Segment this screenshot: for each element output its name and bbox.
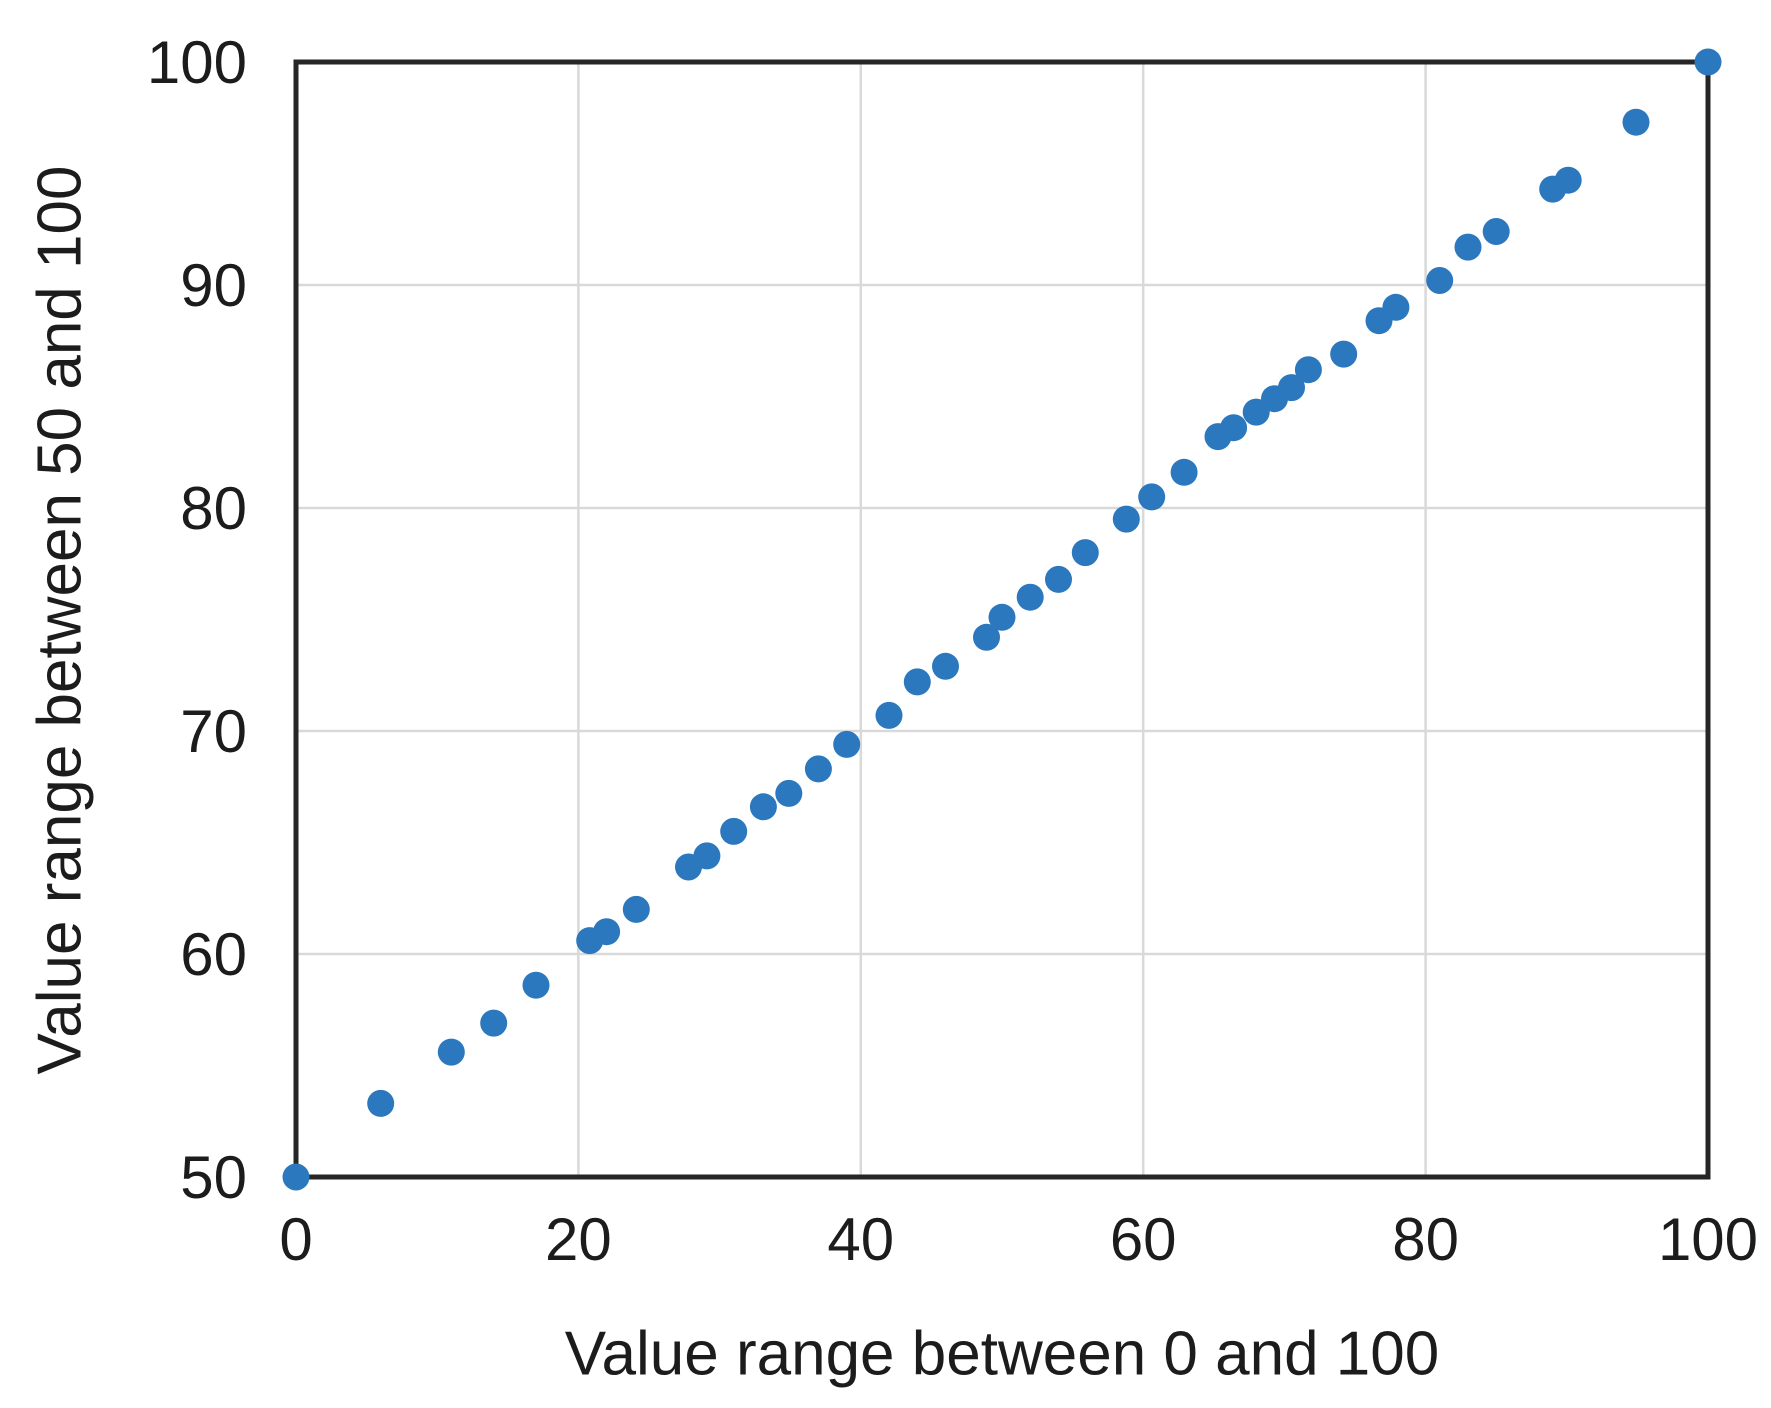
data-point xyxy=(988,603,1016,631)
tick-label-x-20: 20 xyxy=(545,1206,612,1273)
data-point xyxy=(720,817,748,845)
tick-label-x-0: 0 xyxy=(279,1206,312,1273)
data-point xyxy=(1294,356,1322,384)
tick-label-y-70: 70 xyxy=(180,698,247,765)
data-point xyxy=(1482,218,1510,245)
data-point xyxy=(1220,414,1248,442)
data-point xyxy=(593,918,621,946)
data-point xyxy=(1622,108,1650,136)
data-point xyxy=(1045,565,1072,593)
tick-label-y-80: 80 xyxy=(180,475,247,542)
data-point xyxy=(1554,166,1582,194)
data-point xyxy=(622,895,650,923)
tick-label-x-100: 100 xyxy=(1658,1206,1758,1273)
tick-label-y-60: 60 xyxy=(180,921,247,988)
x-axis-title: Value range between 0 and 100 xyxy=(564,1319,1440,1389)
data-point xyxy=(1330,340,1358,368)
tick-label-x-60: 60 xyxy=(1110,1206,1177,1273)
data-point xyxy=(522,971,550,999)
data-point xyxy=(1694,48,1722,76)
data-point xyxy=(1112,505,1140,533)
data-point xyxy=(282,1163,310,1191)
tick-label-y-50: 50 xyxy=(180,1144,247,1211)
data-point xyxy=(480,1009,508,1037)
tick-label-y-90: 90 xyxy=(180,252,247,319)
y-axis-title: Value range between 50 and 100 xyxy=(25,165,95,1075)
data-point xyxy=(693,842,721,870)
axis-box xyxy=(293,59,1711,1180)
data-point xyxy=(1454,233,1482,261)
data-point xyxy=(775,779,803,807)
data-point xyxy=(1138,483,1166,511)
tick-label-y-100: 100 xyxy=(147,29,247,96)
data-point xyxy=(875,701,903,729)
data-point xyxy=(1426,267,1454,294)
data-point xyxy=(1382,293,1410,321)
data-point xyxy=(437,1038,465,1066)
data-point xyxy=(1016,583,1044,611)
data-point xyxy=(833,730,861,758)
tick-label-x-80: 80 xyxy=(1392,1206,1459,1273)
data-point xyxy=(903,668,931,696)
tick-label-x-40: 40 xyxy=(827,1206,894,1273)
data-point xyxy=(804,755,832,783)
data-point xyxy=(932,652,959,680)
data-point xyxy=(749,793,777,821)
data-point xyxy=(973,623,1000,651)
data-point xyxy=(1278,374,1305,402)
data-point xyxy=(367,1089,395,1117)
data-point xyxy=(1071,539,1099,567)
data-point xyxy=(1170,458,1198,486)
